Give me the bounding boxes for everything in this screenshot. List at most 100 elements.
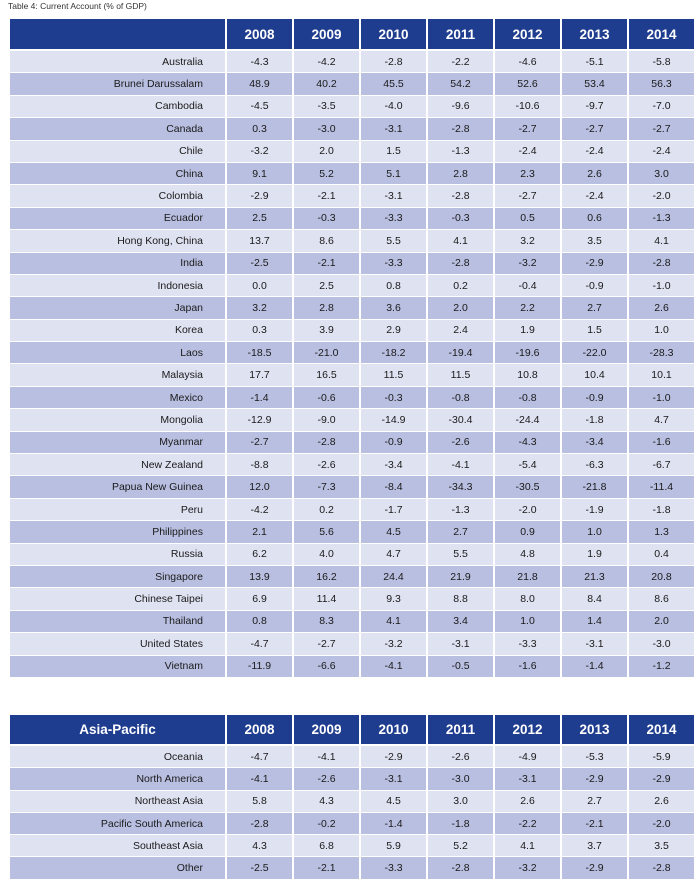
value-cell: -0.4 <box>495 274 560 298</box>
value-cell: -1.8 <box>428 812 493 836</box>
value-cell: 21.3 <box>562 565 627 589</box>
table-row: Philippines 2.1 5.6 4.5 2.7 0.9 1.0 1.3 <box>10 521 694 544</box>
table-row: New Zealand -8.8 -2.6 -3.4 -4.1 -5.4 -6.3 -6.7 <box>10 454 694 477</box>
value-cell: -1.4 <box>562 655 627 678</box>
table-row: Chinese Taipei 6.9 11.4 9.3 8.8 8.0 8.4 8.6 <box>10 588 694 611</box>
value-cell: -8.8 <box>227 454 292 477</box>
value-cell: -4.1 <box>227 768 292 791</box>
value-cell: -1.4 <box>227 386 292 410</box>
value-cell: -1.9 <box>562 498 627 522</box>
value-cell: 0.3 <box>227 118 292 141</box>
value-cell: -5.1 <box>562 51 627 74</box>
value-cell: 0.9 <box>495 521 560 544</box>
regions-table-body: Oceania -4.7 -4.1 -2.9 -2.6 -4.9 -5.3 -5.9 North… <box>10 746 694 880</box>
value-cell: -28.3 <box>629 342 694 365</box>
row-label: Chinese Taipei <box>10 588 225 611</box>
value-cell: 4.3 <box>294 790 359 813</box>
year-header: 2012 <box>495 19 560 51</box>
value-cell: 6.8 <box>294 835 359 858</box>
value-cell: 10.4 <box>562 364 627 387</box>
year-header: 2013 <box>562 715 627 746</box>
value-cell: 3.0 <box>629 162 694 186</box>
row-label: Philippines <box>10 521 225 544</box>
value-cell: -5.3 <box>562 746 627 769</box>
value-cell: 6.9 <box>227 588 292 611</box>
value-cell: 56.3 <box>629 73 694 96</box>
value-cell: -1.6 <box>629 431 694 455</box>
value-cell: 11.5 <box>428 364 493 387</box>
value-cell: 5.2 <box>428 835 493 858</box>
row-label: Laos <box>10 342 225 365</box>
table-row: Vietnam -11.9 -6.6 -4.1 -0.5 -1.6 -1.4 -1.2 <box>10 655 694 678</box>
value-cell: -2.7 <box>562 118 627 141</box>
value-cell: -3.3 <box>361 857 426 880</box>
value-cell: 8.4 <box>562 588 627 611</box>
value-cell: -2.2 <box>495 812 560 836</box>
value-cell: 2.3 <box>495 162 560 186</box>
table-row: China 9.1 5.2 5.1 2.8 2.3 2.6 3.0 <box>10 162 694 186</box>
value-cell: -2.2 <box>428 51 493 74</box>
table-row: Oceania -4.7 -4.1 -2.9 -2.6 -4.9 -5.3 -5.9 <box>10 746 694 769</box>
header-row: Asia-Pacific 2008 2009 2010 2011 2012 20… <box>10 715 694 746</box>
table-row: Australia -4.3 -4.2 -2.8 -2.2 -4.6 -5.1 -5.8 <box>10 51 694 74</box>
value-cell: 0.8 <box>361 274 426 298</box>
value-cell: 2.2 <box>495 297 560 320</box>
value-cell: 1.5 <box>361 140 426 163</box>
table-row: Japan 3.2 2.8 3.6 2.0 2.2 2.7 2.6 <box>10 297 694 320</box>
value-cell: -4.2 <box>294 51 359 74</box>
value-cell: -4.1 <box>428 454 493 477</box>
value-cell: 2.9 <box>361 319 426 343</box>
row-label: Japan <box>10 297 225 320</box>
value-cell: 1.0 <box>629 319 694 343</box>
value-cell: 2.6 <box>629 297 694 320</box>
value-cell: 5.9 <box>361 835 426 858</box>
value-cell: 8.0 <box>495 588 560 611</box>
value-cell: 0.2 <box>294 498 359 522</box>
row-label: Korea <box>10 319 225 343</box>
row-label: Mongolia <box>10 409 225 432</box>
value-cell: -2.7 <box>495 118 560 141</box>
row-label: Australia <box>10 51 225 74</box>
row-label: New Zealand <box>10 454 225 477</box>
value-cell: 5.5 <box>428 543 493 566</box>
value-cell: -4.0 <box>361 95 426 119</box>
row-label: Indonesia <box>10 274 225 298</box>
value-cell: -2.9 <box>562 857 627 880</box>
value-cell: 3.9 <box>294 319 359 343</box>
value-cell: -1.8 <box>629 498 694 522</box>
value-cell: -4.7 <box>227 633 292 656</box>
row-label: Colombia <box>10 185 225 208</box>
table-row: Mexico -1.4 -0.6 -0.3 -0.8 -0.8 -0.9 -1.0 <box>10 386 694 410</box>
value-cell: 11.4 <box>294 588 359 611</box>
value-cell: -2.9 <box>361 746 426 769</box>
value-cell: 8.6 <box>294 230 359 253</box>
year-header: 2008 <box>227 715 292 746</box>
value-cell: 9.3 <box>361 588 426 611</box>
value-cell: -2.7 <box>294 633 359 656</box>
value-cell: -2.1 <box>294 252 359 275</box>
row-label: Oceania <box>10 746 225 769</box>
value-cell: -2.5 <box>227 252 292 275</box>
value-cell: 4.1 <box>361 610 426 634</box>
value-cell: -11.9 <box>227 655 292 678</box>
value-cell: 17.7 <box>227 364 292 387</box>
row-label: Russia <box>10 543 225 566</box>
value-cell: 4.8 <box>495 543 560 566</box>
value-cell: -2.4 <box>629 140 694 163</box>
value-cell: -3.2 <box>361 633 426 656</box>
value-cell: -3.1 <box>361 768 426 791</box>
value-cell: 8.8 <box>428 588 493 611</box>
value-cell: 21.9 <box>428 565 493 589</box>
value-cell: 20.8 <box>629 565 694 589</box>
value-cell: -6.6 <box>294 655 359 678</box>
value-cell: -2.6 <box>428 431 493 455</box>
table-row: Brunei Darussalam 48.9 40.2 45.5 54.2 52.6 53.… <box>10 73 694 96</box>
value-cell: 4.7 <box>361 543 426 566</box>
table-row: Pacific South America -2.8 -0.2 -1.4 -1.8 -2.… <box>10 812 694 836</box>
row-label: Other <box>10 857 225 880</box>
value-cell: 2.0 <box>294 140 359 163</box>
value-cell: -2.7 <box>227 431 292 455</box>
value-cell: 3.7 <box>562 835 627 858</box>
value-cell: 1.3 <box>629 521 694 544</box>
value-cell: -12.9 <box>227 409 292 432</box>
